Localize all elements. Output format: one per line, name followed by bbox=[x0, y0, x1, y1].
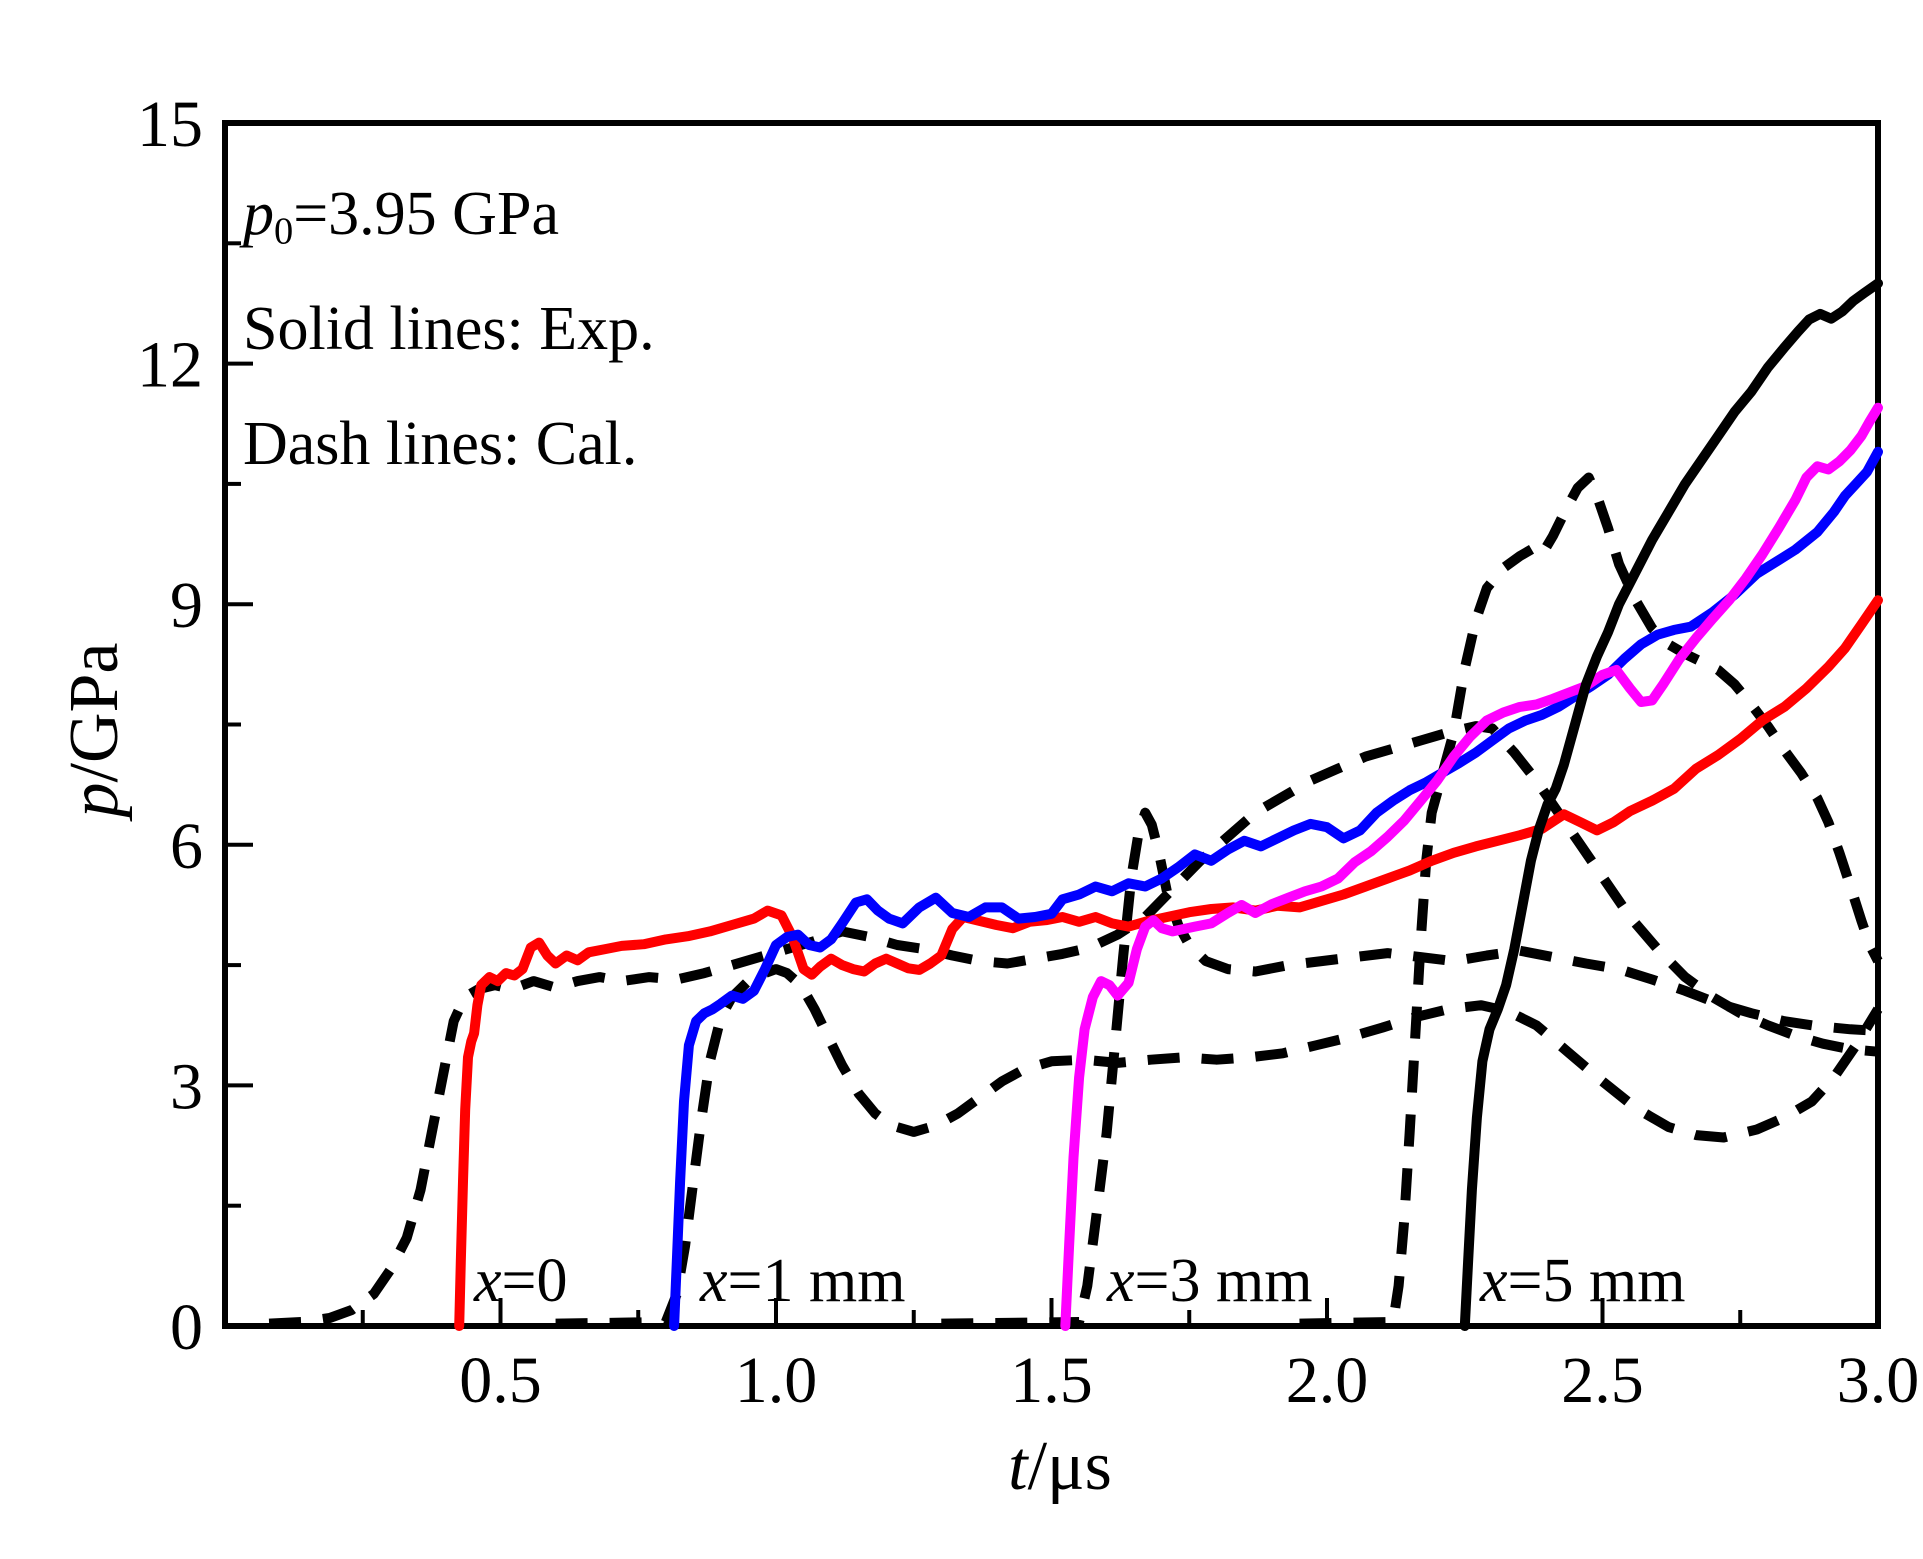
y-tick-label-15: 15 bbox=[137, 88, 203, 161]
y-tick-label-9: 9 bbox=[170, 569, 203, 642]
annotation-p0-var: p bbox=[243, 180, 274, 248]
x-axis-title-var: t bbox=[1008, 1428, 1028, 1505]
curve-label-x1-rest: =1 mm bbox=[727, 1247, 906, 1315]
curve-label-x5-rest: =5 mm bbox=[1507, 1247, 1686, 1315]
curve-label-x1: x=1 mm bbox=[700, 1250, 905, 1312]
curve-label-x3-rest: =3 mm bbox=[1134, 1247, 1313, 1315]
annotation-p0: p0=3.95 GPa bbox=[243, 183, 559, 251]
annotation-dash-lines: Dash lines: Cal. bbox=[243, 410, 638, 478]
series-exp-x5 bbox=[1459, 278, 1883, 1331]
x-axis-ticks: 0.5 1.0 1.5 2.0 2.5 3.0 bbox=[360, 1298, 1920, 1417]
curve-label-x0-rest: =0 bbox=[501, 1247, 568, 1315]
series-cal-x1 bbox=[555, 964, 1883, 1329]
series-exp-x0 bbox=[454, 595, 1883, 1331]
annotation-p0-sub: 0 bbox=[274, 210, 294, 253]
y-tick-label-6: 6 bbox=[170, 810, 203, 883]
series-exp-x1 bbox=[669, 446, 1883, 1331]
y-axis-title-var: p bbox=[56, 782, 133, 818]
curve-label-x3-var: x bbox=[1107, 1247, 1135, 1315]
x-tick-label-1.5: 1.5 bbox=[1010, 1344, 1093, 1417]
curve-label-x0-var: x bbox=[474, 1247, 502, 1315]
y-axis-title: p/GPa bbox=[56, 580, 133, 880]
y-tick-label-3: 3 bbox=[170, 1050, 203, 1123]
annotation-p0-rest: =3.95 GPa bbox=[293, 180, 559, 248]
annotation-solid-lines: Solid lines: Exp. bbox=[243, 295, 655, 363]
x-tick-label-3.0: 3.0 bbox=[1837, 1344, 1920, 1417]
series-cal-x5 bbox=[1299, 472, 1883, 1329]
curve-label-x3: x=3 mm bbox=[1107, 1250, 1312, 1312]
y-tick-label-0: 0 bbox=[170, 1291, 203, 1364]
x-tick-label-1.0: 1.0 bbox=[735, 1344, 818, 1417]
y-axis-ticks: 0 3 6 9 12 15 bbox=[137, 88, 253, 1364]
series-exp-x3 bbox=[1060, 402, 1883, 1331]
curve-label-x5-var: x bbox=[1480, 1247, 1508, 1315]
y-axis-title-rest: /GPa bbox=[56, 642, 133, 783]
x-axis-title-rest: /μs bbox=[1027, 1428, 1112, 1505]
x-tick-label-2.0: 2.0 bbox=[1286, 1344, 1369, 1417]
curve-label-x1-var: x bbox=[700, 1247, 728, 1315]
curve-label-x5: x=5 mm bbox=[1480, 1250, 1685, 1312]
x-tick-label-0.5: 0.5 bbox=[459, 1344, 542, 1417]
y-tick-label-12: 12 bbox=[137, 329, 203, 402]
x-tick-label-2.5: 2.5 bbox=[1561, 1344, 1644, 1417]
series-cal-x3 bbox=[941, 807, 1879, 1329]
series-cal-x0 bbox=[268, 721, 1879, 1329]
curve-label-x0: x=0 bbox=[474, 1250, 568, 1312]
x-axis-title: t/μs bbox=[960, 1432, 1160, 1502]
